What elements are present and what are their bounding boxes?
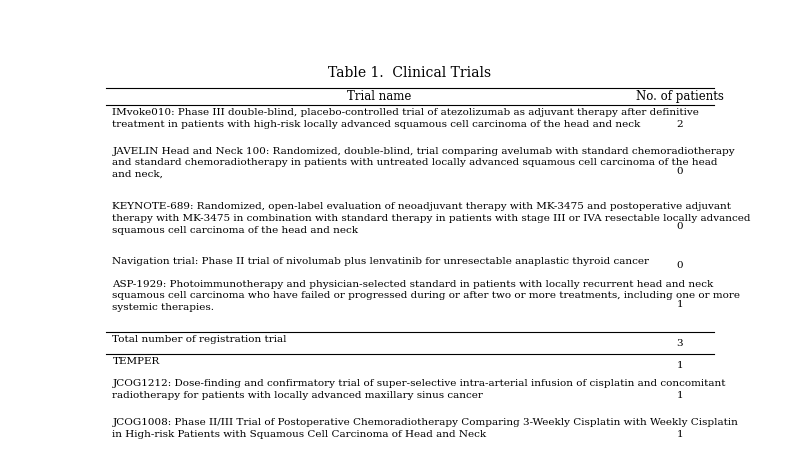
Text: 1: 1: [676, 392, 683, 400]
Text: Total number of registration trial: Total number of registration trial: [112, 335, 287, 344]
Text: 1: 1: [676, 361, 683, 370]
Text: JCOG1212: Dose-finding and confirmatory trial of super-selective intra-arterial : JCOG1212: Dose-finding and confirmatory …: [112, 379, 726, 400]
Text: 0: 0: [676, 222, 683, 231]
Text: 3: 3: [676, 339, 683, 348]
Text: 0: 0: [676, 167, 683, 176]
Text: ASP-1929: Photoimmunotherapy and physician-selected standard in patients with lo: ASP-1929: Photoimmunotherapy and physici…: [112, 279, 741, 312]
Text: 0: 0: [676, 261, 683, 270]
Text: Trial name: Trial name: [347, 90, 411, 103]
Text: 1: 1: [676, 300, 683, 309]
Text: TEMPER: TEMPER: [112, 357, 160, 366]
Text: Navigation trial: Phase II trial of nivolumab plus lenvatinib for unresectable a: Navigation trial: Phase II trial of nivo…: [112, 257, 650, 266]
Text: No. of patients: No. of patients: [636, 90, 724, 103]
Text: IMvoke010: Phase III double-blind, placebo-controlled trial of atezolizumab as a: IMvoke010: Phase III double-blind, place…: [112, 108, 699, 129]
Text: Table 1.  Clinical Trials: Table 1. Clinical Trials: [329, 66, 491, 80]
Text: KEYNOTE-689: Randomized, open-label evaluation of neoadjuvant therapy with MK-34: KEYNOTE-689: Randomized, open-label eval…: [112, 202, 751, 234]
Text: 1: 1: [676, 430, 683, 439]
Text: 2: 2: [676, 120, 683, 129]
Text: JAVELIN Head and Neck 100: Randomized, double-blind, trial comparing avelumab wi: JAVELIN Head and Neck 100: Randomized, d…: [112, 147, 735, 179]
Text: JCOG1008: Phase II/III Trial of Postoperative Chemoradiotherapy Comparing 3-Week: JCOG1008: Phase II/III Trial of Postoper…: [112, 418, 738, 439]
